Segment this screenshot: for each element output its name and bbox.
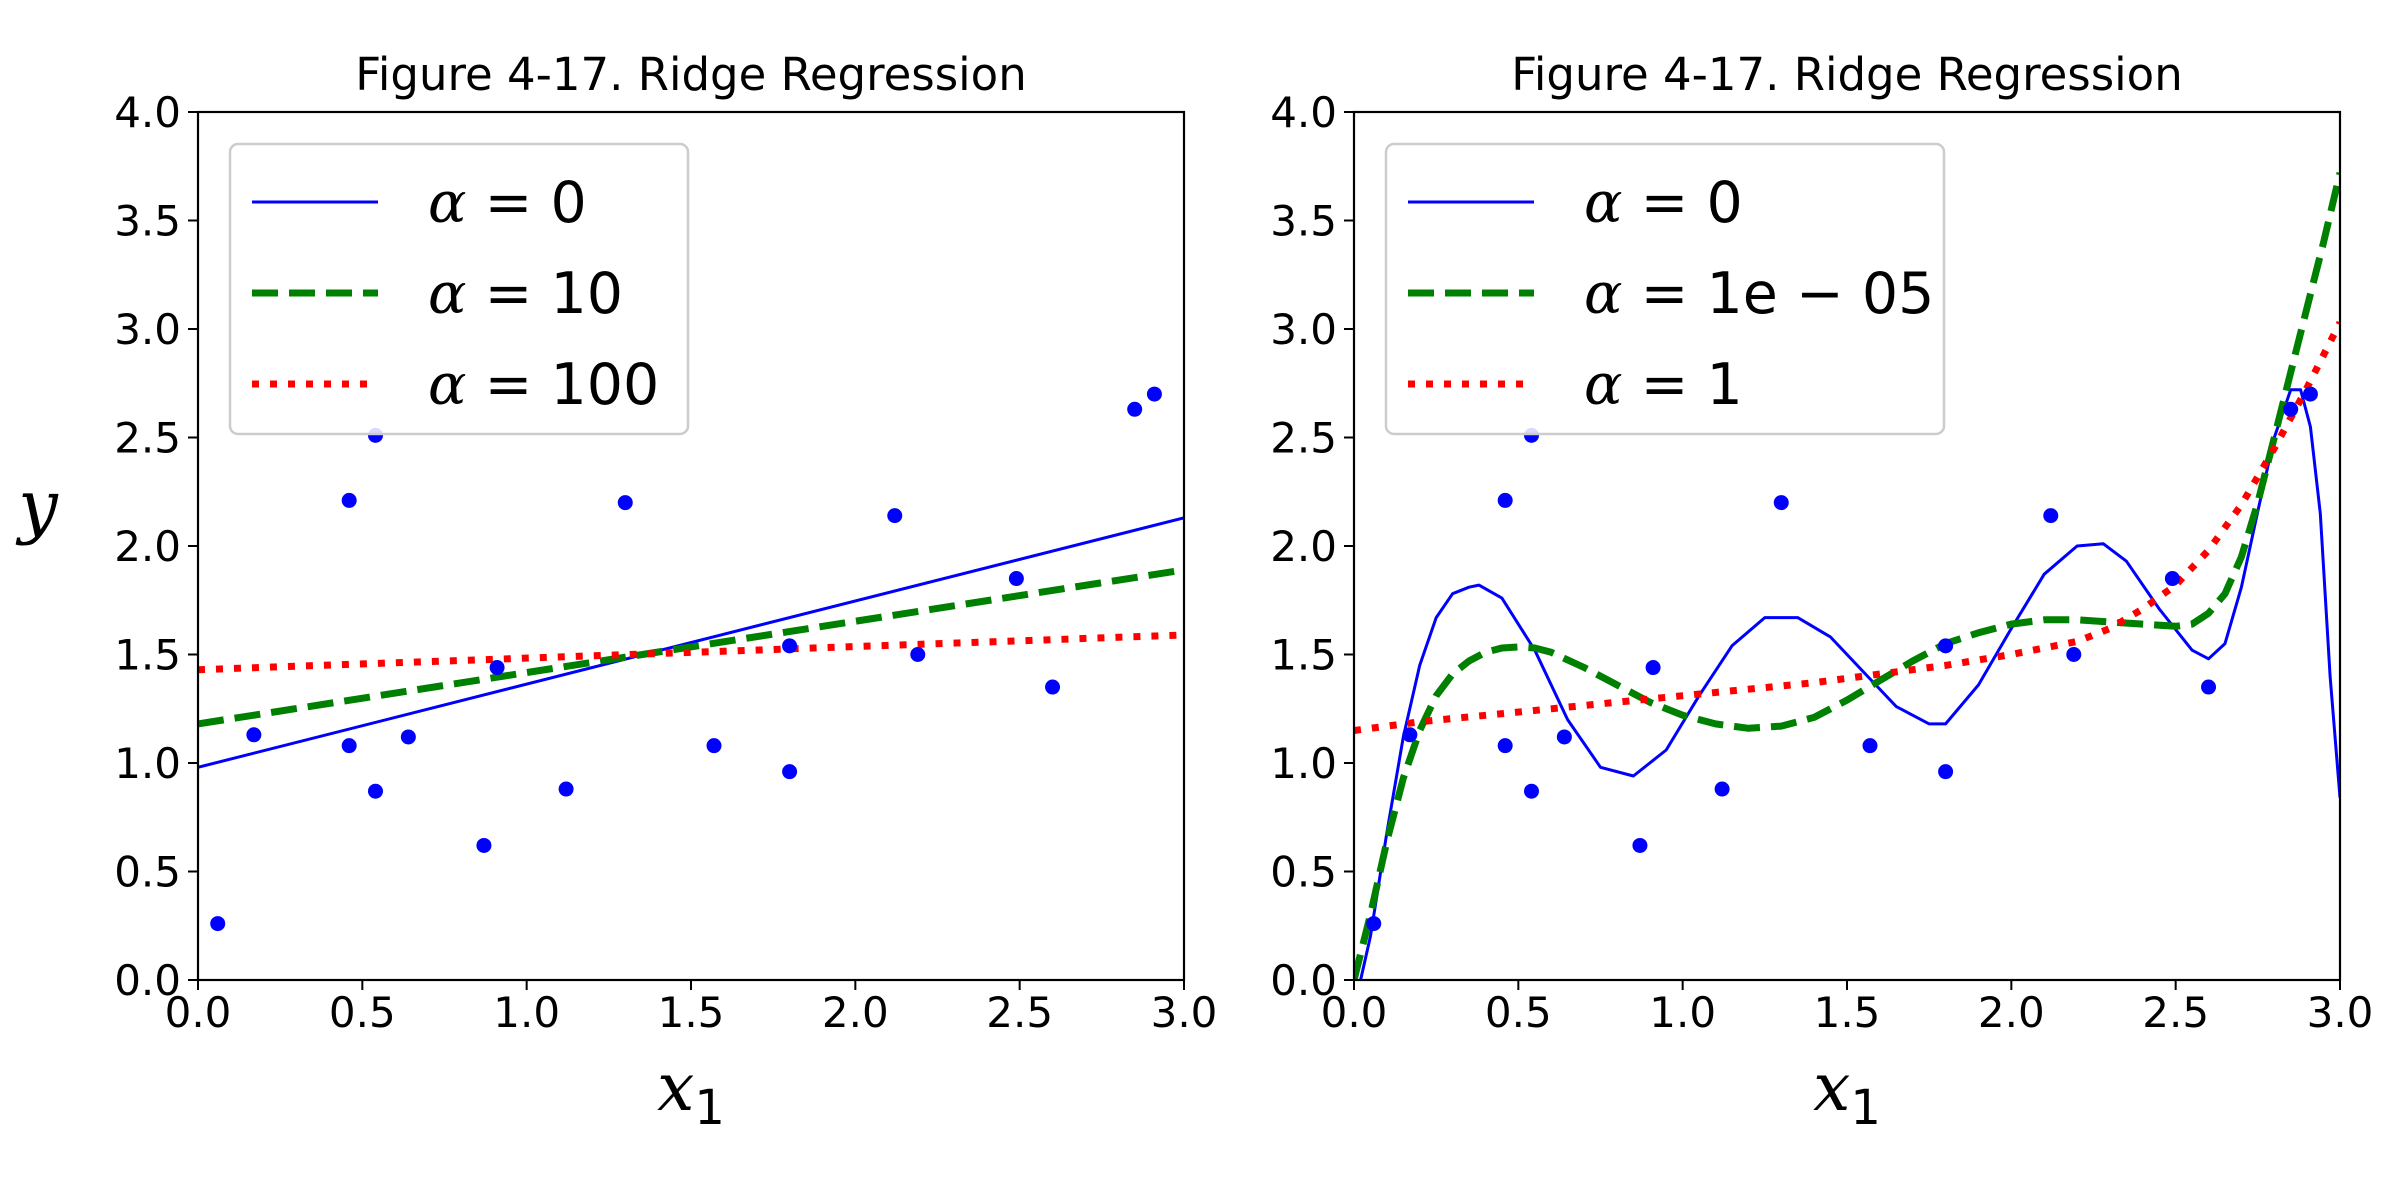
x-axis-label: x1 — [1813, 1049, 1881, 1136]
data-point — [1402, 727, 1418, 743]
data-point — [1045, 679, 1061, 695]
data-point — [400, 729, 416, 745]
y-tick-label: 0.5 — [1270, 848, 1337, 897]
data-point — [489, 660, 505, 676]
x-axis-label: x1 — [657, 1049, 725, 1136]
y-tick-label: 3.5 — [114, 197, 181, 246]
data-point — [1938, 638, 1954, 654]
data-point — [2164, 571, 2180, 587]
y-tick-label: 2.5 — [114, 414, 181, 463]
data-point — [1714, 781, 1730, 797]
y-tick-label: 3.5 — [1270, 197, 1337, 246]
legend-label-2: α = 10 — [428, 261, 623, 327]
data-point — [782, 638, 798, 654]
legend-label-2: α = 1e − 05 — [1584, 261, 1934, 327]
data-point — [1523, 783, 1539, 799]
data-point — [341, 492, 357, 508]
legend-label-3: α = 1 — [1584, 352, 1743, 418]
data-point — [782, 764, 798, 780]
legend-box — [1384, 142, 1946, 436]
y-tick-label: 2.0 — [114, 522, 181, 571]
y-tick-label: 2.0 — [1270, 522, 1337, 571]
data-point — [1146, 386, 1162, 402]
chart-panel-1: Figure 4-17. Ridge Regression 0.0 0.5 1.0 1.… — [15, 48, 1217, 1136]
data-point — [2066, 647, 2082, 662]
y-tick-label: 0.0 — [114, 956, 181, 1005]
data-point — [210, 916, 226, 932]
data-point — [476, 837, 492, 853]
series-line-1 — [198, 516, 1184, 769]
data-point — [1773, 495, 1789, 511]
data-point — [246, 727, 262, 743]
x-tick-label: 2.5 — [986, 988, 1053, 1037]
x-tick-label: 3.0 — [1151, 988, 1218, 1037]
x-tick-label: 0.0 — [1321, 988, 1388, 1037]
data-point — [2302, 386, 2318, 402]
data-point — [1632, 837, 1648, 853]
y-axis-label: y — [15, 465, 59, 547]
data-point — [2043, 508, 2059, 524]
data-point — [617, 495, 633, 511]
data-point — [558, 781, 574, 797]
x-tick-label: 0.5 — [329, 988, 396, 1037]
x-tick-label: 0.0 — [165, 988, 232, 1037]
y-tick-label: 3.0 — [1270, 305, 1337, 354]
y-tick-label: 0.5 — [114, 848, 181, 897]
legend-label-3: α = 100 — [428, 352, 659, 418]
x-tick-label: 1.0 — [493, 988, 560, 1037]
series-line-2 — [1354, 171, 2340, 980]
data-point — [367, 783, 383, 799]
x-tick-label: 1.5 — [658, 988, 725, 1037]
data-point — [1497, 738, 1513, 754]
x-tick-label: 3.0 — [2307, 988, 2374, 1037]
chart-title: Figure 4-17. Ridge Regression — [355, 48, 1026, 101]
data-point — [341, 738, 357, 754]
data-point — [1645, 660, 1661, 676]
data-point — [1938, 764, 1954, 780]
y-tick-label: 2.5 — [1270, 414, 1337, 463]
x-tick-label: 0.5 — [1485, 988, 1552, 1037]
data-point — [1127, 401, 1143, 417]
y-tick-label: 4.0 — [1270, 88, 1337, 137]
data-point — [1497, 492, 1513, 508]
y-tick-label: 1.0 — [114, 739, 181, 788]
data-point — [706, 738, 722, 754]
x-tick-label: 1.5 — [1814, 988, 1881, 1037]
y-tick-label: 1.5 — [114, 631, 181, 680]
legend-box — [228, 142, 690, 436]
data-point — [1862, 738, 1878, 754]
data-point — [2283, 401, 2299, 417]
x-tick-label: 2.5 — [2142, 988, 2209, 1037]
series-line-3 — [198, 631, 1184, 674]
y-tick-label: 0.0 — [1270, 956, 1337, 1005]
legend-label-1: α = 0 — [1584, 170, 1743, 236]
chart-title: Figure 4-17. Ridge Regression — [1511, 48, 2182, 101]
x-tick-label: 2.0 — [1978, 988, 2045, 1037]
x-tick-label: 2.0 — [822, 988, 889, 1037]
x-tick-label: 1.0 — [1649, 988, 1716, 1037]
y-tick-label: 1.0 — [1270, 739, 1337, 788]
data-point — [910, 647, 926, 662]
legend: α = 0 α = 1e − 05 α = 1 — [1384, 142, 1946, 436]
y-tick-label: 3.0 — [114, 305, 181, 354]
legend-label-1: α = 0 — [428, 170, 587, 236]
data-point — [1556, 729, 1572, 745]
data-point — [1366, 916, 1382, 932]
plot-area — [1354, 171, 2340, 980]
series-line-2 — [198, 566, 1184, 728]
data-point — [2201, 679, 2217, 695]
series-line-3 — [1354, 320, 2340, 734]
y-tick-label: 4.0 — [114, 88, 181, 137]
data-point — [1008, 571, 1024, 587]
legend: α = 0 α = 10 α = 100 — [228, 142, 690, 436]
series-line-1 — [1359, 388, 2340, 980]
y-tick-label: 1.5 — [1270, 631, 1337, 680]
data-point — [887, 508, 903, 524]
chart-panel-2: Figure 4-17. Ridge Regression 0.0 0.5 1.0 1.… — [1270, 48, 2373, 1136]
plot-area — [198, 386, 1184, 932]
